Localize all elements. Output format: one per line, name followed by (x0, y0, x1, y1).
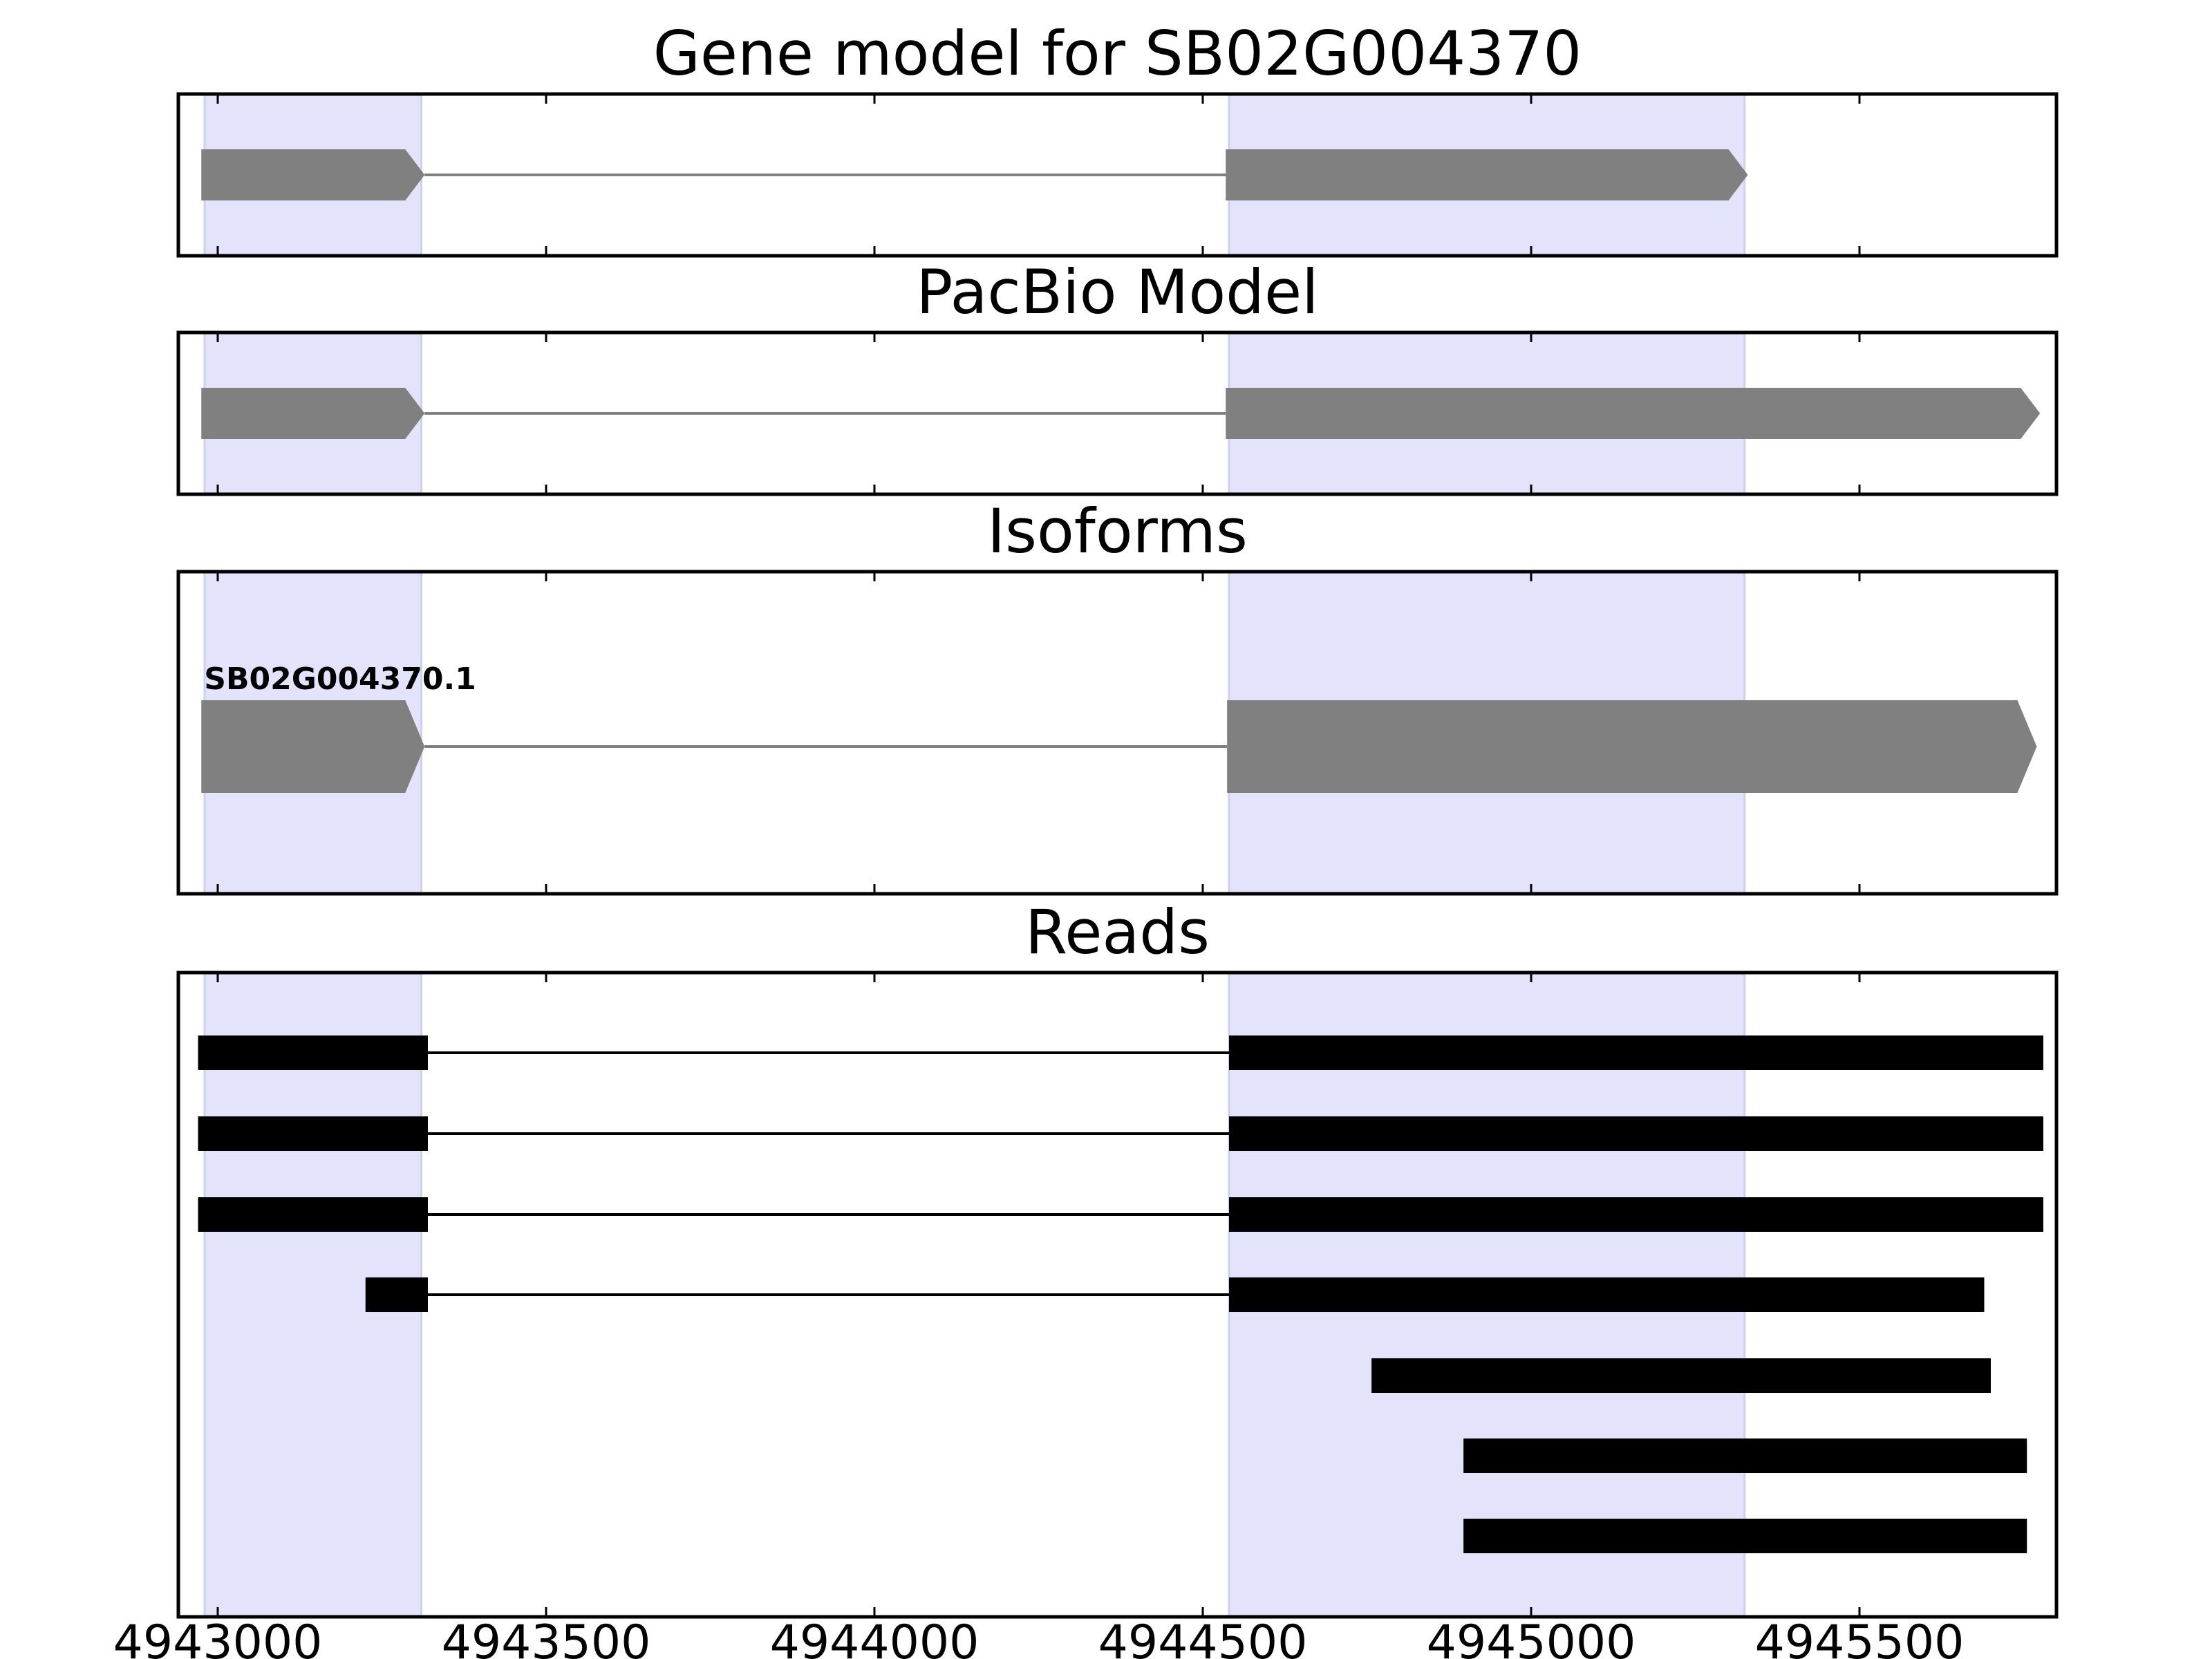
exon-block (1229, 1035, 2043, 1070)
panel-title: Isoforms (987, 496, 1248, 567)
figure-root: Gene model for SB02G004370 PacBio Model SB… (113, 18, 2059, 1659)
x-tick-label: 4944500 (1098, 1615, 1308, 1659)
exon-block (198, 1197, 428, 1232)
exon-block (1229, 1116, 2043, 1151)
track (201, 388, 2041, 439)
panel-1: PacBio Model (176, 256, 2059, 496)
panel-frame (176, 92, 2059, 258)
x-tick-label: 4943000 (113, 1615, 323, 1659)
panel-2: SB02G004370.1 Isoforms (176, 496, 2059, 896)
track (201, 149, 1748, 200)
exon-block (201, 388, 425, 439)
exon-block (1463, 1438, 2027, 1473)
exon-block (1463, 1519, 2027, 1553)
panel-3: Reads (176, 897, 2059, 1619)
track (1463, 1438, 2027, 1473)
panel-frame (176, 971, 2059, 1619)
isoform-label: SB02G004370.1 (204, 662, 476, 697)
exon-block (365, 1277, 428, 1312)
exon-block (201, 149, 425, 200)
exon-block (1371, 1358, 1991, 1393)
exon-block (198, 1035, 428, 1070)
track (198, 1035, 2043, 1070)
exon-block (1226, 149, 1748, 200)
track (198, 1116, 2043, 1151)
track: SB02G004370.1 (201, 662, 2037, 793)
panel-title: PacBio Model (916, 256, 1318, 328)
panel-frame (176, 330, 2059, 496)
exon-block (1229, 1197, 2043, 1232)
x-tick-label: 4945500 (1755, 1615, 1965, 1659)
exon-block (201, 700, 425, 793)
panel-frame (176, 570, 2059, 896)
track (365, 1277, 1985, 1312)
panel-0: Gene model for SB02G004370 (176, 18, 2059, 258)
x-tick-label: 4945000 (1427, 1615, 1636, 1659)
x-tick-label: 4943500 (442, 1615, 651, 1659)
exon-block (1227, 700, 2037, 793)
exon-block (1226, 388, 2041, 439)
exon-block (1229, 1277, 1985, 1312)
track (198, 1197, 2043, 1232)
panel-title: Gene model for SB02G004370 (653, 18, 1582, 89)
track (1463, 1519, 2027, 1553)
track (1371, 1358, 1991, 1393)
panel-title: Reads (1025, 897, 1210, 968)
exon-block (198, 1116, 428, 1151)
x-tick-label: 4944000 (770, 1615, 980, 1659)
